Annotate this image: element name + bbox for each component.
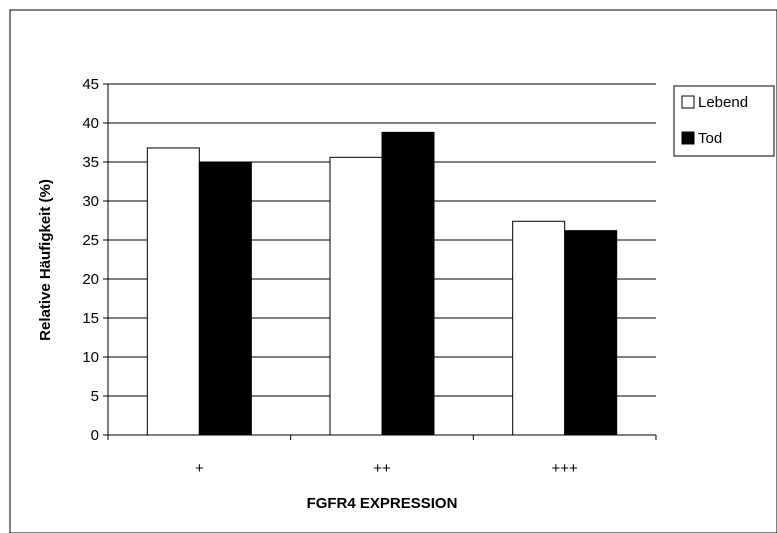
y-tick-label: 10 (82, 349, 99, 366)
legend-label-tod: Tod (698, 130, 722, 147)
y-tick-label: 30 (82, 193, 99, 210)
y-tick-label: 25 (82, 232, 99, 249)
legend-swatch-tod (681, 131, 695, 145)
axes (103, 83, 657, 440)
y-tick-label: 20 (82, 271, 99, 288)
x-tick-label: + (195, 460, 204, 477)
bar-tod-1 (198, 162, 252, 436)
bar-lebend-2 (329, 156, 383, 436)
y-tick-label: 5 (91, 388, 99, 405)
legend-label-lebend: Lebend (698, 94, 748, 111)
y-tick-label: 35 (82, 154, 99, 171)
x-tick-label: +++ (552, 460, 579, 477)
bars (146, 131, 618, 436)
bar-lebend-1 (146, 147, 200, 436)
bar-lebend-3 (512, 220, 566, 436)
legend-swatch-lebend (681, 95, 695, 109)
y-tick-label: 45 (82, 76, 99, 93)
y-tick-label: 40 (82, 115, 99, 132)
bar-tod-2 (381, 131, 435, 436)
bar-tod-3 (564, 230, 618, 436)
x-tick-label: ++ (373, 460, 391, 477)
y-tick-label: 15 (82, 310, 99, 327)
x-axis-title: FGFR4 EXPRESSION (307, 495, 458, 512)
legend: Lebend Tod (673, 85, 775, 157)
y-tick-label: 0 (91, 427, 99, 444)
y-axis-title: Relative Häufigkeit (%) (37, 179, 54, 341)
